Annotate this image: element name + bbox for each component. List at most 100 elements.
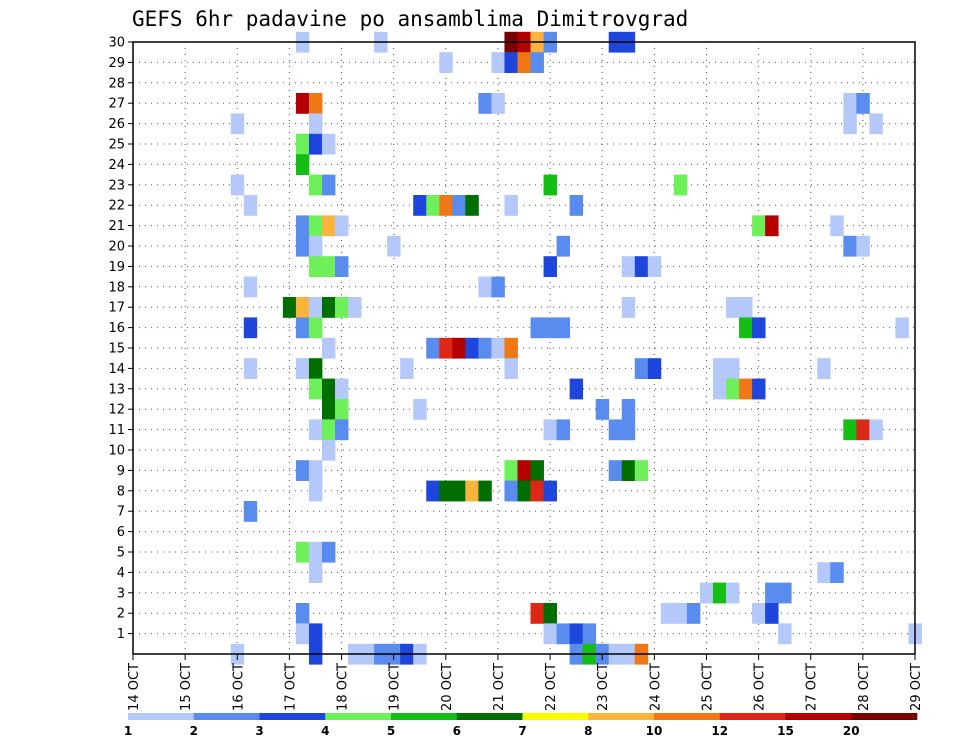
heat-cell — [243, 501, 258, 522]
heat-cell — [739, 317, 753, 339]
y-tick-label: 24 — [108, 158, 125, 173]
heat-cell — [634, 256, 649, 277]
heat-cell — [726, 378, 740, 400]
heat-cell — [739, 378, 753, 400]
legend-swatch — [522, 713, 589, 720]
heat-cell — [673, 603, 688, 624]
legend-swatch — [785, 713, 852, 720]
y-tick-label: 18 — [108, 280, 125, 295]
heat-cell — [426, 337, 440, 359]
heat-cell — [647, 256, 662, 277]
heat-cell — [660, 603, 675, 624]
heat-cell — [504, 460, 518, 481]
x-tick-label: 28 OCT — [857, 663, 872, 711]
heat-cell — [243, 195, 258, 216]
heat-cell — [348, 297, 362, 318]
heat-cell — [752, 603, 766, 624]
heat-cell — [621, 256, 636, 277]
heat-cell — [321, 419, 336, 441]
heat-cell — [739, 297, 753, 318]
heat-cell — [699, 582, 714, 604]
x-tick-label: 24 OCT — [648, 663, 663, 711]
legend-swatch — [851, 713, 918, 720]
heat-cell — [308, 133, 323, 155]
heat-cell — [308, 235, 323, 257]
heat-cell — [765, 215, 779, 237]
y-tick-label: 22 — [108, 199, 125, 214]
heat-cell — [478, 337, 492, 359]
legend-swatch — [456, 713, 523, 720]
x-tick-label: 23 OCT — [596, 663, 611, 711]
heat-cell — [295, 541, 310, 563]
x-tick-label: 15 OCT — [179, 663, 194, 711]
heat-cell — [504, 52, 518, 73]
y-tick-label: 19 — [108, 260, 125, 275]
heat-cell — [817, 358, 831, 379]
legend-label: 12 — [711, 724, 728, 738]
heat-cell — [491, 276, 505, 298]
heat-cell — [426, 480, 440, 502]
heat-cell — [517, 460, 531, 481]
heat-cell — [335, 378, 349, 400]
heat-cell — [452, 195, 466, 216]
heat-cell — [335, 419, 349, 441]
heat-cell — [426, 195, 440, 216]
heat-cell — [465, 195, 479, 216]
heat-cell — [452, 480, 466, 502]
y-tick-label: 11 — [108, 423, 125, 438]
heat-cell — [243, 317, 258, 339]
heat-cell — [556, 623, 571, 645]
heat-cell — [504, 480, 518, 502]
heat-cell — [478, 480, 492, 502]
x-tick-label: 26 OCT — [753, 663, 768, 711]
y-tick-label: 10 — [108, 444, 125, 459]
legend-swatch — [193, 713, 260, 720]
heat-cell — [321, 541, 336, 563]
heat-cell — [295, 317, 310, 339]
heat-cell — [308, 623, 323, 645]
x-tick-label: 25 OCT — [700, 663, 715, 711]
heat-cell — [556, 317, 571, 339]
y-tick-label: 28 — [108, 76, 125, 91]
heat-cell — [504, 195, 518, 216]
heat-cell — [856, 235, 870, 257]
heat-cell — [830, 562, 844, 583]
y-tick-label: 17 — [108, 301, 125, 316]
legend-swatch — [719, 713, 786, 720]
heat-cell — [726, 297, 740, 318]
x-tick-label: 16 OCT — [231, 663, 246, 711]
heat-cell — [712, 582, 727, 604]
heat-cell — [308, 113, 323, 135]
heat-cell — [543, 480, 557, 502]
heat-cell — [504, 358, 518, 379]
y-tick-label: 12 — [108, 403, 125, 418]
heat-cell — [439, 195, 453, 216]
heat-cell — [295, 297, 310, 318]
legend: 1 2 3 4 5 6 7 8 10 12 15 20 — [124, 713, 918, 738]
heat-cell — [478, 93, 492, 114]
heat-cell — [321, 337, 336, 359]
legend-swatch — [391, 713, 458, 720]
heat-cell — [530, 460, 544, 481]
heat-cell — [387, 235, 401, 257]
heat-cell — [491, 337, 505, 359]
heat-cell — [308, 460, 323, 481]
x-tick-label: 20 OCT — [440, 663, 455, 711]
heat-cell — [752, 215, 766, 237]
legend-label: 6 — [453, 724, 461, 738]
heat-cell — [295, 358, 310, 379]
heat-cell — [856, 93, 870, 114]
heat-cell — [413, 195, 427, 216]
heat-cell — [308, 480, 323, 502]
heat-cell — [295, 460, 310, 481]
heat-cell — [595, 399, 610, 420]
y-tick-label: 4 — [117, 566, 125, 581]
heat-cell — [530, 52, 544, 73]
y-tick-label: 8 — [117, 484, 125, 499]
heat-cell — [321, 297, 336, 318]
legend-label: 4 — [321, 724, 329, 738]
legend-label: 1 — [124, 724, 132, 738]
heat-cell — [569, 195, 584, 216]
heat-cell — [543, 256, 557, 277]
heat-cell — [308, 297, 323, 318]
